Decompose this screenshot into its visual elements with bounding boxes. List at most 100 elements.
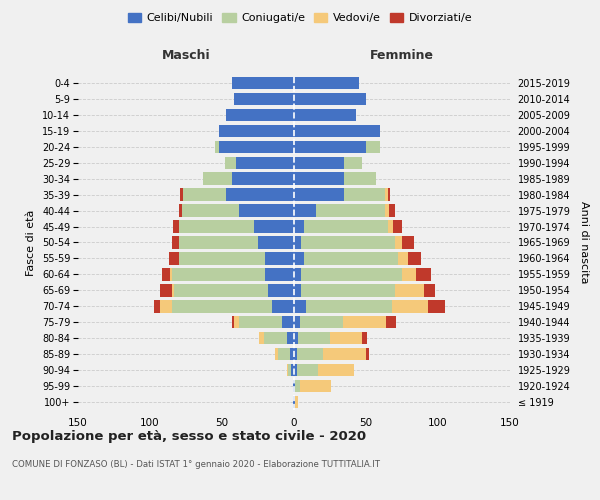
Bar: [160, 300, 172, 312]
Bar: [366, 348, 369, 360]
Bar: [278, 348, 290, 360]
Bar: [160, 284, 172, 296]
Bar: [300, 380, 331, 392]
Bar: [219, 124, 294, 137]
Bar: [172, 284, 175, 296]
Bar: [173, 220, 179, 233]
Bar: [297, 364, 319, 376]
Bar: [287, 332, 294, 344]
Bar: [319, 364, 355, 376]
Bar: [183, 188, 226, 201]
Bar: [424, 284, 435, 296]
Text: Femmine: Femmine: [370, 49, 434, 62]
Bar: [304, 220, 388, 233]
Bar: [226, 108, 294, 121]
Bar: [294, 156, 344, 169]
Bar: [392, 300, 428, 312]
Bar: [301, 268, 402, 280]
Bar: [385, 188, 388, 201]
Bar: [330, 332, 362, 344]
Bar: [259, 332, 264, 344]
Bar: [203, 172, 232, 185]
Bar: [215, 140, 219, 153]
Bar: [294, 332, 298, 344]
Bar: [294, 172, 344, 185]
Bar: [169, 252, 179, 264]
Bar: [172, 236, 179, 248]
Bar: [290, 348, 294, 360]
Bar: [294, 380, 295, 392]
Bar: [226, 188, 294, 201]
Bar: [294, 77, 359, 89]
Bar: [232, 316, 233, 328]
Bar: [294, 124, 380, 137]
Bar: [288, 364, 291, 376]
Bar: [408, 252, 421, 264]
Bar: [265, 268, 294, 280]
Bar: [402, 236, 413, 248]
Bar: [239, 204, 294, 217]
Bar: [297, 348, 323, 360]
Bar: [388, 220, 394, 233]
Bar: [180, 188, 183, 201]
Bar: [389, 204, 395, 217]
Bar: [301, 284, 395, 296]
Bar: [388, 188, 391, 201]
Bar: [294, 108, 356, 121]
Bar: [294, 268, 301, 280]
Bar: [172, 268, 265, 280]
Bar: [395, 236, 402, 248]
Text: Maschi: Maschi: [161, 49, 211, 62]
Bar: [344, 172, 376, 185]
Bar: [428, 300, 445, 312]
Bar: [254, 220, 294, 233]
Bar: [293, 380, 294, 392]
Y-axis label: Fasce di età: Fasce di età: [26, 210, 37, 276]
Bar: [283, 316, 294, 328]
Bar: [394, 220, 402, 233]
Y-axis label: Anni di nascita: Anni di nascita: [579, 201, 589, 284]
Bar: [316, 204, 385, 217]
Bar: [175, 284, 268, 296]
Bar: [232, 77, 294, 89]
Bar: [272, 300, 294, 312]
Bar: [395, 284, 424, 296]
Bar: [294, 364, 297, 376]
Bar: [264, 332, 287, 344]
Bar: [233, 92, 294, 105]
Bar: [225, 156, 236, 169]
Bar: [293, 396, 294, 408]
Bar: [304, 252, 398, 264]
Bar: [236, 156, 294, 169]
Bar: [300, 316, 343, 328]
Bar: [295, 380, 300, 392]
Bar: [294, 204, 316, 217]
Bar: [287, 364, 288, 376]
Bar: [294, 396, 295, 408]
Bar: [161, 268, 170, 280]
Bar: [233, 316, 239, 328]
Bar: [291, 364, 294, 376]
Bar: [239, 316, 283, 328]
Bar: [268, 284, 294, 296]
Bar: [294, 92, 366, 105]
Bar: [265, 252, 294, 264]
Bar: [294, 188, 344, 201]
Bar: [258, 236, 294, 248]
Bar: [344, 188, 385, 201]
Bar: [362, 332, 367, 344]
Bar: [172, 300, 272, 312]
Bar: [294, 300, 305, 312]
Bar: [385, 204, 389, 217]
Bar: [295, 396, 298, 408]
Bar: [294, 220, 304, 233]
Bar: [182, 204, 239, 217]
Bar: [402, 268, 416, 280]
Bar: [386, 316, 396, 328]
Bar: [416, 268, 431, 280]
Text: Popolazione per età, sesso e stato civile - 2020: Popolazione per età, sesso e stato civil…: [12, 430, 366, 443]
Bar: [275, 348, 278, 360]
Legend: Celibi/Nubili, Coniugati/e, Vedovi/e, Divorziati/e: Celibi/Nubili, Coniugati/e, Vedovi/e, Di…: [124, 8, 476, 28]
Bar: [398, 252, 408, 264]
Bar: [323, 348, 366, 360]
